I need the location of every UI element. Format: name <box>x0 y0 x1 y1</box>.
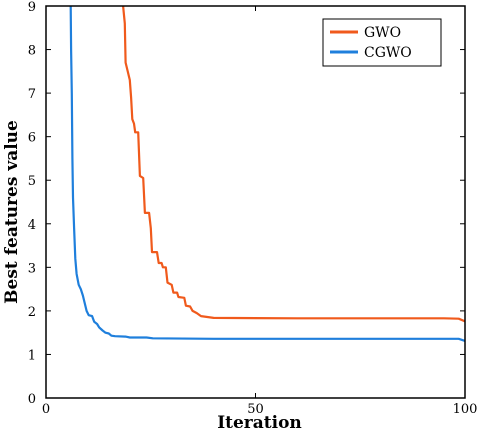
y-tick-label: 9 <box>28 0 36 15</box>
legend: GWO CGWO <box>322 18 442 67</box>
y-tick-label: 3 <box>28 261 36 276</box>
series-line-gwo <box>122 6 465 323</box>
x-tick-label: 50 <box>247 402 264 417</box>
x-tick-label: 100 <box>453 402 478 417</box>
legend-label-cgwo: CGWO <box>364 45 412 61</box>
legend-label-gwo: GWO <box>364 25 401 41</box>
y-tick-label: 1 <box>28 348 36 363</box>
x-axis-label: Iteration <box>217 413 302 433</box>
y-tick-label: 4 <box>28 218 36 233</box>
legend-box <box>322 18 442 67</box>
y-tick-label: 0 <box>28 392 36 407</box>
series-line-cgwo <box>69 6 465 342</box>
plot-frame <box>45 5 466 399</box>
series-layer <box>69 6 465 342</box>
y-tick-label: 2 <box>28 305 36 320</box>
ticks-layer: 0 1 2 3 4 5 6 7 8 9 0 50 100 <box>28 0 478 417</box>
y-tick-label: 7 <box>28 87 36 102</box>
y-tick-label: 5 <box>28 174 36 189</box>
x-tick-label: 0 <box>42 402 50 417</box>
y-axis-label: Best features value <box>2 120 22 304</box>
y-tick-label: 8 <box>28 44 36 59</box>
y-tick-label: 6 <box>28 131 36 146</box>
